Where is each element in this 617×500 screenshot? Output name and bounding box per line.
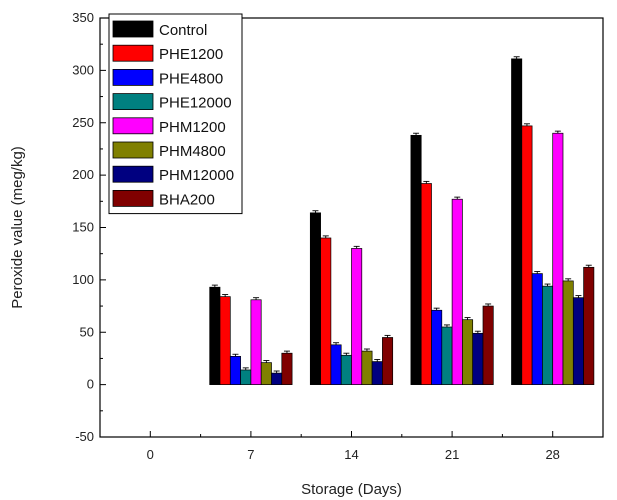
bar-bha200-day-14 <box>382 337 394 385</box>
legend-label-phe12000: PHE12000 <box>159 95 232 112</box>
bar-phm1200-day-14 <box>351 248 363 385</box>
y-tick-label: 0 <box>87 377 94 392</box>
bar-phe4800-day-28 <box>531 273 543 385</box>
bar-bha200-day-21 <box>482 305 494 385</box>
y-axis: -50 0 50 100 150 200 250 300 350 <box>72 10 106 444</box>
bar-phe4800-day-21 <box>431 309 443 385</box>
bars <box>209 56 595 385</box>
bar-phe12000-day-7 <box>240 369 252 385</box>
x-axis-title: Storage (Days) <box>301 481 402 498</box>
bar-phe1200-day-21 <box>420 183 432 385</box>
legend-swatch-phe12000 <box>112 93 154 110</box>
bar-phm1200-day-21 <box>451 198 463 385</box>
legend: Control PHE1200 PHE4800 PHE12000 PHM1200 PHM4… <box>108 13 243 215</box>
legend-swatch-phm12000 <box>112 165 154 183</box>
bar-phm12000-day-7 <box>271 372 283 385</box>
x-tick-label: 14 <box>344 447 358 462</box>
legend-label-bha200: BHA200 <box>159 191 215 208</box>
bar-phm4800-day-21 <box>462 319 474 385</box>
bar-phm4800-day-28 <box>562 280 574 385</box>
legend-swatch-phm4800 <box>112 141 154 159</box>
y-axis-title: Peroxide value (meg/kg) <box>9 146 26 309</box>
y-tick-label: -50 <box>75 429 94 444</box>
bar-phe12000-day-28 <box>542 285 554 385</box>
legend-label-phm12000: PHM12000 <box>159 167 234 184</box>
bar-phe4800-day-14 <box>330 344 342 385</box>
bar-control-day-14 <box>309 212 321 385</box>
legend-label-phm4800: PHM4800 <box>159 143 226 160</box>
bar-phe1200-day-14 <box>320 237 332 385</box>
bar-control-day-7 <box>209 286 221 385</box>
bar-phm12000-day-14 <box>371 361 383 385</box>
y-tick-label: 100 <box>72 272 94 287</box>
legend-swatch-phe1200 <box>112 44 154 62</box>
y-tick-label: 200 <box>72 167 94 182</box>
plot-area: -50 0 50 100 150 200 250 300 350 0 7 14 21 28 <box>72 10 604 462</box>
x-tick-label: 0 <box>147 447 154 462</box>
bar-phe1200-day-7 <box>219 296 231 385</box>
x-axis: 0 7 14 21 28 <box>147 431 560 462</box>
bar-phe4800-day-7 <box>229 355 241 385</box>
y-tick-label: 250 <box>72 115 94 130</box>
bar-phe1200-day-28 <box>521 125 533 385</box>
x-tick-label: 28 <box>545 447 559 462</box>
bar-control-day-28 <box>511 58 523 385</box>
bar-phm1200-day-28 <box>552 132 564 385</box>
y-tick-label: 350 <box>72 10 94 25</box>
x-tick-label: 7 <box>247 447 254 462</box>
legend-swatch-phm1200 <box>112 117 154 135</box>
legend-label-phm1200: PHM1200 <box>159 119 226 136</box>
legend-label-control: Control <box>159 22 207 39</box>
bar-phe12000-day-21 <box>441 326 453 385</box>
bar-control-day-21 <box>410 134 422 385</box>
bar-phm12000-day-28 <box>572 297 584 385</box>
bar-phe12000-day-14 <box>340 354 352 385</box>
bar-phm4800-day-7 <box>260 362 272 385</box>
legend-swatch-control <box>112 20 154 38</box>
bar-bha200-day-7 <box>281 352 293 385</box>
legend-swatch-bha200 <box>112 189 154 207</box>
bar-phm1200-day-7 <box>250 299 262 385</box>
bar-bha200-day-28 <box>583 266 595 385</box>
legend-label-phe4800: PHE4800 <box>159 70 223 87</box>
x-tick-label: 21 <box>445 447 459 462</box>
y-tick-label: 300 <box>72 62 94 77</box>
y-tick-label: 50 <box>80 324 94 339</box>
legend-swatch-phe4800 <box>112 69 154 86</box>
bar-phm12000-day-21 <box>472 332 484 385</box>
y-tick-label: 150 <box>72 220 94 235</box>
bar-phm4800-day-14 <box>361 350 373 385</box>
legend-label-phe1200: PHE1200 <box>159 46 223 63</box>
